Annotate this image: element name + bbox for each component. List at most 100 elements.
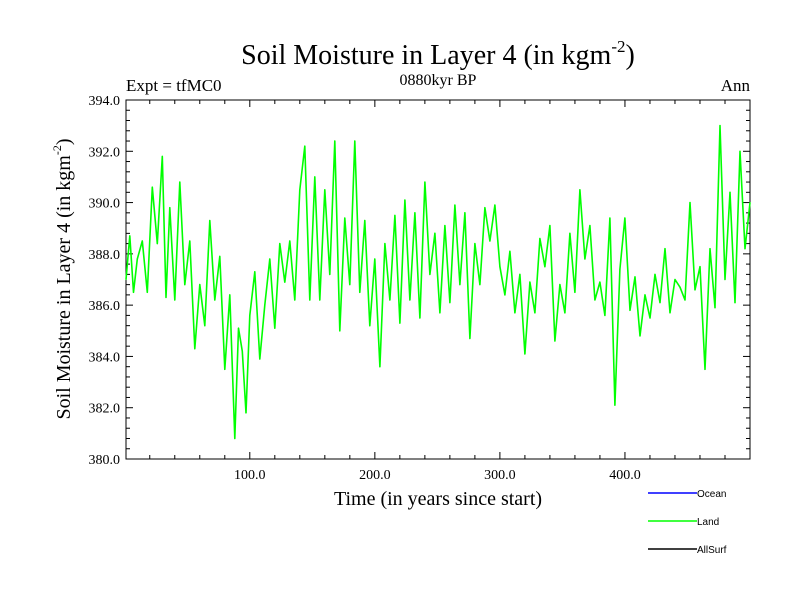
data-point [174,299,176,301]
data-point [309,299,311,301]
data-point [629,309,631,311]
data-point [624,217,626,219]
data-point [739,150,741,152]
season-label: Ann [721,76,751,95]
y-tick-label: 384.0 [89,350,121,365]
data-point [684,299,686,301]
data-point [569,232,571,234]
data-point [379,366,381,368]
data-point [584,258,586,260]
data-point [669,312,671,314]
data-point [399,322,401,324]
y-tick-label: 386.0 [89,299,121,314]
data-point [659,302,661,304]
legend-label-allsurf: AllSurf [697,545,727,556]
data-point [549,225,551,227]
data-point [484,207,486,209]
data-point [404,199,406,201]
data-point [599,281,601,283]
data-point [179,181,181,183]
data-point [514,312,516,314]
data-point [539,237,541,240]
data-point [529,281,531,283]
chart-title: Soil Moisture in Layer 4 (in kgm-2) [241,37,635,71]
y-axis-ticks: 380.0 382.0 384.0 386.0 388.0 390.0 392.0 394.0 [89,94,750,468]
series-line-land [125,124,751,440]
y-tick-label: 382.0 [89,402,121,417]
data-point [429,273,431,275]
data-point [384,243,386,245]
data-point [414,212,416,214]
data-point [469,337,471,340]
data-point [349,284,351,286]
x-tick-label: 300.0 [484,468,516,483]
data-point [449,302,451,304]
data-point [344,217,346,219]
data-point [564,312,566,314]
y-axis-label-superscript: -2 [50,145,64,155]
data-point [654,273,656,275]
data-point [319,299,321,301]
data-point [534,312,536,314]
chart-title-close: ) [626,40,635,71]
data-point [719,125,721,127]
data-point [694,289,696,291]
data-point [554,340,556,342]
data-point [504,294,506,296]
data-point [209,219,211,222]
legend-label-ocean: Ocean [697,489,726,500]
data-point [464,212,466,214]
data-point [194,348,196,350]
data-point [649,317,651,319]
data-point [199,284,201,286]
chart-subtitle: 0880kyr BP [400,72,477,89]
data-point [254,271,256,273]
data-point [454,204,456,206]
data-point [359,291,361,293]
data-point [156,243,158,245]
data-point [439,312,441,314]
x-tick-label: 400.0 [609,468,641,483]
data-point [419,317,421,319]
chart-title-superscript: -2 [611,37,625,56]
data-point [724,278,726,281]
data-point [499,266,501,268]
y-tick-label: 394.0 [89,94,121,109]
data-point [125,278,127,281]
data-point [354,140,356,142]
data-point [709,248,711,250]
data-point [289,240,291,242]
data-point [129,235,131,237]
data-point [714,307,716,309]
data-point [744,248,746,250]
data-point [749,202,751,204]
data-point [589,225,591,227]
data-point [324,189,326,191]
chart-title-main: Soil Moisture in Layer 4 (in kgm [241,40,611,71]
data-point [519,273,521,275]
y-tick-label: 392.0 [89,145,121,160]
data-point [329,273,331,275]
data-point [141,240,143,242]
data-point [689,202,691,204]
data-point [389,299,391,301]
data-point [249,314,251,316]
data-point [245,412,247,414]
data-point [165,296,167,298]
data-point [364,219,366,222]
data-point [374,258,376,260]
data-point [664,248,666,250]
data-point [214,299,216,301]
data-point [161,155,163,157]
data-point [444,225,446,227]
data-point [424,181,426,183]
data-point [509,250,511,252]
data-point [634,276,636,278]
data-point [619,268,621,270]
data-point [151,186,153,188]
data-point [304,145,306,147]
data-point [369,325,371,327]
data-point [699,266,701,268]
